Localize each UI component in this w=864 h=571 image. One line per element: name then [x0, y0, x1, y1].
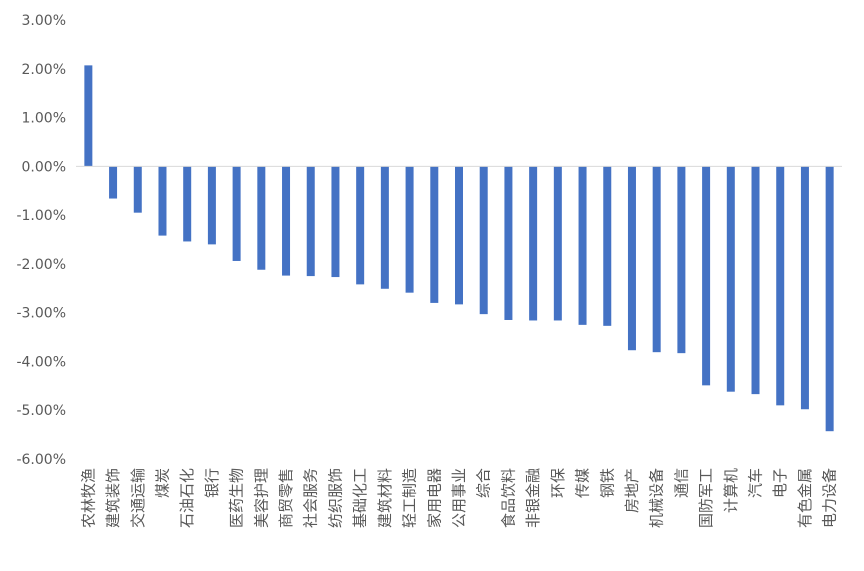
bar [109, 166, 118, 199]
bar [207, 166, 216, 245]
x-tick-label: 综合 [475, 468, 493, 498]
x-tick-label: 石油石化 [178, 468, 196, 528]
bar [405, 166, 414, 293]
y-axis: 3.00% 2.00% 1.00% 0.00% -1.00% -2.00% -3.00% -4… [16, 13, 66, 468]
x-tick-label: 钢铁 [598, 468, 616, 498]
y-tick-label: 0.00% [22, 159, 66, 175]
x-tick-label: 公用事业 [450, 468, 468, 528]
bar [158, 166, 167, 236]
bar [825, 166, 834, 432]
y-tick-label: -6.00% [16, 452, 66, 468]
x-tick-label: 美容护理 [252, 468, 270, 528]
bar [133, 166, 142, 213]
x-tick-label: 机械设备 [648, 468, 666, 528]
bars [84, 65, 834, 432]
x-tick-label: 有色金属 [796, 468, 814, 528]
x-tick-label: 房地产 [623, 468, 641, 513]
bar [306, 166, 315, 277]
x-tick-label: 医药生物 [228, 468, 246, 528]
y-tick-label: -5.00% [16, 403, 66, 419]
bar [726, 166, 735, 392]
x-tick-label: 电子 [771, 468, 789, 498]
x-tick-label: 电力设备 [821, 468, 839, 528]
y-tick-label: -3.00% [16, 306, 66, 322]
bar [232, 166, 241, 261]
y-tick-label: 3.00% [22, 13, 66, 29]
bar [578, 166, 587, 325]
bar [776, 166, 785, 406]
x-tick-label: 汽车 [747, 468, 765, 498]
x-tick-label: 环保 [549, 468, 567, 498]
bar [257, 166, 266, 270]
bar [430, 166, 439, 303]
x-tick-label: 传媒 [574, 468, 592, 498]
bar [504, 166, 513, 320]
bar [751, 166, 760, 395]
bar [356, 166, 365, 285]
x-tick-label: 农林牧渔 [79, 468, 97, 528]
bar [652, 166, 661, 353]
x-tick-label: 商贸零售 [277, 468, 295, 528]
bar [331, 166, 340, 278]
x-tick-label: 家用电器 [425, 468, 443, 528]
x-tick-label: 建筑装饰 [104, 468, 122, 528]
bar [702, 166, 711, 386]
x-tick-label: 计算机 [722, 468, 740, 513]
x-tick-label: 煤炭 [153, 468, 171, 498]
bar [380, 166, 389, 289]
bar [677, 166, 686, 354]
x-tick-label: 国防军工 [697, 468, 715, 528]
bar [529, 166, 538, 321]
bar [455, 166, 463, 305]
x-tick-label: 轻工制造 [401, 468, 419, 528]
x-tick-label: 建筑材料 [376, 468, 394, 528]
bar [479, 166, 488, 315]
bar [627, 166, 636, 351]
x-tick-label: 银行 [203, 468, 221, 498]
bar [282, 166, 291, 276]
bar [553, 166, 562, 321]
x-tick-label: 社会服务 [302, 468, 320, 528]
x-tick-label: 食品饮料 [499, 468, 517, 528]
y-tick-label: 2.00% [22, 62, 66, 78]
bar [603, 166, 612, 326]
bar [84, 65, 93, 167]
x-tick-label: 非银金融 [524, 468, 542, 528]
x-tick-label: 交通运输 [129, 468, 147, 528]
bar [800, 166, 809, 410]
bar [183, 166, 192, 242]
x-tick-label: 基础化工 [351, 468, 369, 528]
x-axis: 农林牧渔 建筑装饰 交通运输 煤炭 石油石化 银行 医药生物 美容护理 商贸零售 社会服务 纺织服饰… [79, 468, 838, 528]
y-tick-label: -2.00% [16, 257, 66, 273]
y-tick-label: -1.00% [16, 208, 66, 224]
y-tick-label: -4.00% [16, 354, 66, 370]
y-tick-label: 1.00% [22, 111, 66, 127]
x-tick-label: 通信 [672, 468, 690, 498]
x-tick-label: 纺织服饰 [326, 468, 344, 528]
